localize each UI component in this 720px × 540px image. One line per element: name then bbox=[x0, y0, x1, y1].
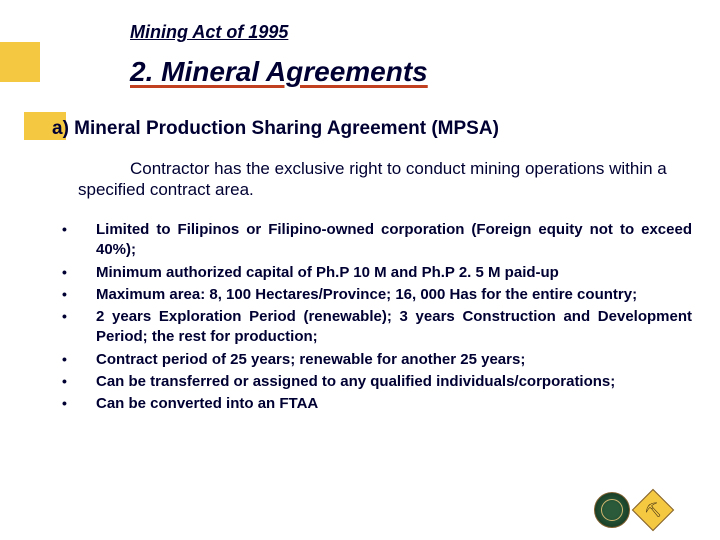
page-title: Mining Act of 1995 bbox=[130, 22, 288, 43]
sub-heading: a) Mineral Production Sharing Agreement … bbox=[52, 118, 499, 140]
list-item: 2 years Exploration Period (renewable); … bbox=[52, 307, 692, 348]
list-item: Maximum area: 8, 100 Hectares/Province; … bbox=[52, 285, 692, 305]
list-item: Minimum authorized capital of Ph.P 10 M … bbox=[52, 263, 692, 283]
decor-yellow-block-top bbox=[0, 42, 40, 82]
bullet-list: Limited to Filipinos or Filipino-owned c… bbox=[52, 220, 692, 416]
description-text: Contractor has the exclusive right to co… bbox=[78, 158, 698, 201]
list-item: Can be converted into an FTAA bbox=[52, 394, 692, 414]
description-content: Contractor has the exclusive right to co… bbox=[78, 159, 667, 199]
denr-seal-icon bbox=[594, 492, 630, 528]
logo-area bbox=[594, 492, 668, 528]
list-item: Contract period of 25 years; renewable f… bbox=[52, 350, 692, 370]
list-item: Limited to Filipinos or Filipino-owned c… bbox=[52, 220, 692, 261]
list-item: Can be transferred or assigned to any qu… bbox=[52, 372, 692, 392]
mining-badge-icon bbox=[632, 489, 674, 531]
section-title: 2. Mineral Agreements bbox=[130, 56, 428, 88]
